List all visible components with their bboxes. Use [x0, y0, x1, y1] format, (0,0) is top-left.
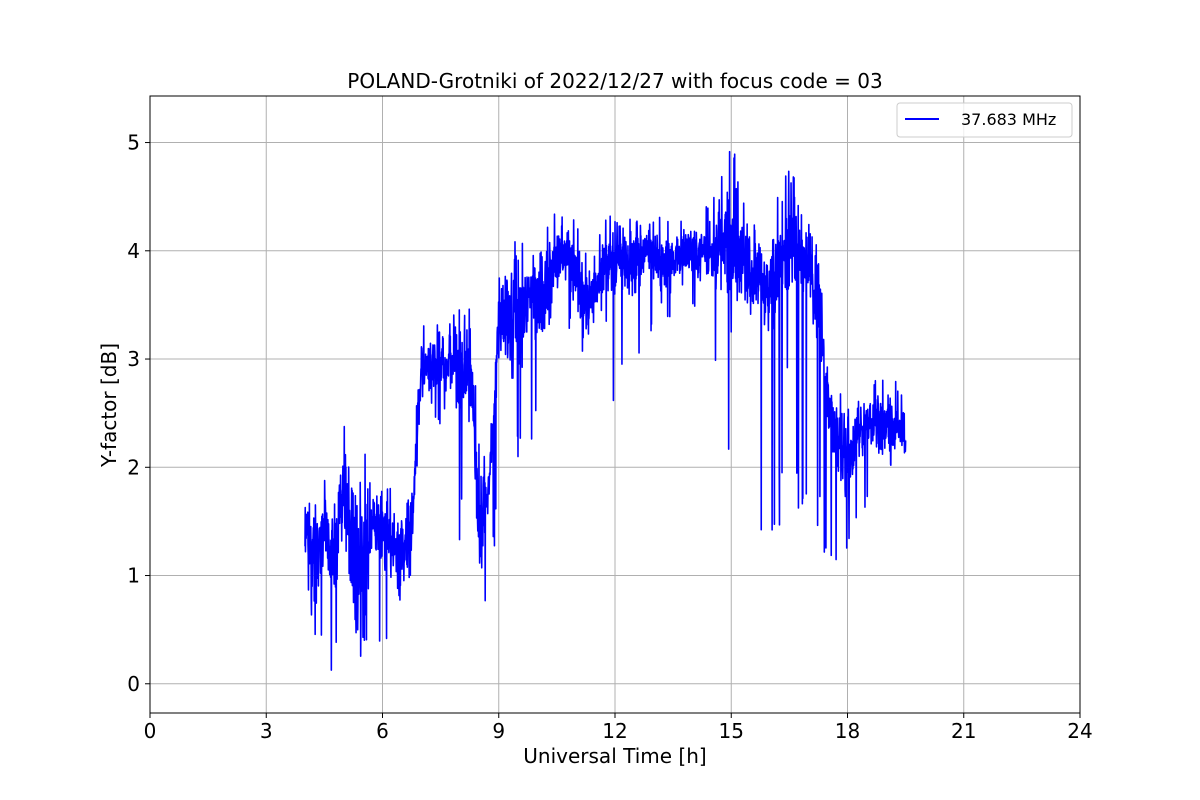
x-axis-label: Universal Time [h]	[523, 744, 706, 768]
x-tick-label: 21	[951, 719, 976, 743]
y-tick-label: 5	[127, 131, 140, 155]
plot-area	[304, 150, 907, 671]
x-tick-label: 6	[376, 719, 389, 743]
legend-label: 37.683 MHz	[961, 110, 1056, 129]
chart-title: POLAND-Grotniki of 2022/12/27 with focus…	[347, 69, 882, 93]
y-tick-label: 2	[127, 455, 140, 479]
y-tick-label: 4	[127, 239, 140, 263]
legend: 37.683 MHz	[896, 102, 1073, 138]
x-tick-label: 15	[719, 719, 744, 743]
x-tick-label: 0	[144, 719, 157, 743]
x-tick-label: 18	[835, 719, 860, 743]
x-axis-ticks: 0 3 6 9 12 15 18 21 24	[144, 713, 1093, 743]
y-axis-ticks: 0 1 2 3 4 5	[127, 131, 150, 696]
y-tick-label: 3	[127, 347, 140, 371]
x-tick-label: 12	[602, 719, 627, 743]
x-tick-label: 24	[1067, 719, 1092, 743]
x-tick-label: 3	[260, 719, 273, 743]
legend-box	[896, 102, 1073, 138]
y-axis-label: Y-factor [dB]	[97, 343, 121, 468]
series-line-37-683-mhz	[304, 150, 907, 671]
y-tick-label: 1	[127, 564, 140, 588]
y-tick-label: 0	[127, 672, 140, 696]
x-tick-label: 9	[492, 719, 505, 743]
